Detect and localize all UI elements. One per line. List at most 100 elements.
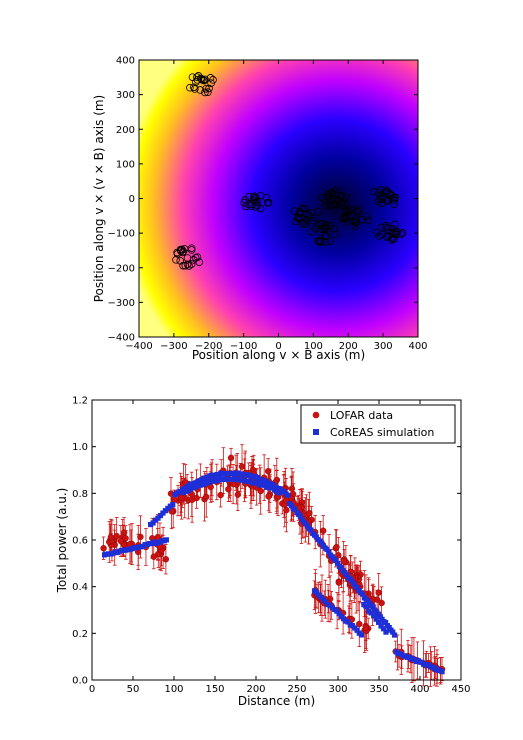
legend: LOFAR data CoREAS simulation <box>300 404 456 444</box>
coreas-point <box>377 614 383 620</box>
coreas-point <box>354 585 360 591</box>
antenna-marker <box>393 228 402 236</box>
antenna-marker <box>245 192 253 201</box>
antenna-marker <box>332 201 340 209</box>
heatmap-x-axis-label: Position along v × B axis (m) <box>192 348 365 362</box>
coreas-point <box>359 591 366 597</box>
scatter-y-tick-label: 0.0 <box>72 676 88 687</box>
heatmap-y-tick-label: −200 <box>108 263 135 274</box>
antenna-marker <box>374 197 383 206</box>
lofar-point <box>203 493 210 501</box>
heatmap-y-tick-label: −400 <box>108 333 135 344</box>
heatmap-x-tick-label: 400 <box>408 341 427 352</box>
heatmap-x-tick-label: −100 <box>230 341 257 352</box>
coreas-point <box>297 513 303 519</box>
antenna-marker <box>388 194 396 203</box>
antenna-marker <box>193 73 201 81</box>
scatter-y-tick-label: 1.0 <box>72 442 88 453</box>
antenna-marker <box>191 253 200 262</box>
antenna-marker <box>326 237 334 245</box>
antenna-marker <box>187 260 196 268</box>
heatmap-x-tick-label: −400 <box>125 341 152 352</box>
antenna-marker <box>364 216 373 224</box>
antenna-station <box>369 186 400 208</box>
heatmap-y-tick-label: 200 <box>116 125 135 136</box>
antenna-marker <box>295 214 303 223</box>
scatter-x-tick-label: 50 <box>127 684 140 695</box>
lofar-point <box>288 485 296 492</box>
coreas-point <box>343 572 350 578</box>
antenna-marker <box>190 83 198 92</box>
heatmap-y-tick-label: 100 <box>116 159 135 170</box>
scatter-y-tick-label: 1.2 <box>72 396 88 407</box>
coreas-point <box>336 611 342 617</box>
coreas-point <box>335 560 341 566</box>
coreas-simulation-points <box>101 470 445 675</box>
coreas-point <box>285 492 291 498</box>
antenna-marker <box>244 200 253 208</box>
legend-label-coreas: CoREAS simulation <box>330 426 434 439</box>
antenna-marker <box>345 205 353 214</box>
coreas-point <box>323 599 329 605</box>
lofar-point <box>234 491 242 498</box>
antenna-marker <box>256 204 265 213</box>
antenna-marker <box>391 220 399 229</box>
coreas-point <box>308 527 314 533</box>
antenna-stations <box>172 72 407 270</box>
lofar-point <box>188 496 196 504</box>
coreas-point <box>150 520 156 526</box>
lofar-point <box>378 599 385 607</box>
heatmap-x-tick-label: 300 <box>374 341 393 352</box>
antenna-marker <box>240 198 248 207</box>
coreas-point <box>439 669 445 675</box>
coreas-point <box>292 506 298 513</box>
antenna-marker <box>382 222 391 230</box>
scatter-x-tick-label: 200 <box>246 684 265 695</box>
lofar-point <box>170 496 178 503</box>
coreas-point <box>313 534 319 540</box>
scatter-x-tick-label: 250 <box>287 684 306 695</box>
lofar-point <box>340 558 347 565</box>
antenna-marker <box>378 192 387 201</box>
antenna-marker <box>378 230 386 239</box>
antenna-station <box>172 244 204 270</box>
lofar-point <box>362 624 370 631</box>
antenna-marker <box>341 212 350 221</box>
heatmap-x-tick-label: −200 <box>195 341 222 352</box>
antenna-marker <box>252 203 260 211</box>
lofar-point <box>306 509 313 517</box>
lofar-point <box>373 596 381 603</box>
lofar-point <box>227 454 235 462</box>
coreas-point <box>391 632 398 638</box>
antenna-marker <box>290 207 299 215</box>
scatter-y-tick-label: 0.4 <box>72 582 88 593</box>
heatmap-area <box>139 60 418 337</box>
antenna-station <box>186 72 217 97</box>
antenna-station <box>373 220 407 244</box>
lofar-point <box>265 493 272 500</box>
scatter-x-tick-label: 150 <box>205 684 224 695</box>
heatmap-y-tick-label: −300 <box>108 298 135 309</box>
scatter-x-tick-label: 0 <box>89 684 95 695</box>
antenna-marker <box>172 256 180 264</box>
legend-box <box>300 404 456 444</box>
lofar-point <box>100 545 107 552</box>
antenna-marker <box>202 84 210 93</box>
antenna-marker <box>318 225 326 233</box>
antenna-marker <box>187 244 196 252</box>
antenna-marker <box>387 191 396 200</box>
antenna-marker <box>201 75 209 84</box>
antenna-marker <box>382 186 390 195</box>
scatter-y-tick-label: 0.6 <box>72 536 88 547</box>
lofar-point <box>137 533 144 541</box>
antenna-marker <box>190 85 199 93</box>
scatter-panel: 0 50 100 150 200 250 300 350 400 450 0.0 0.2 0.4 0.6… <box>55 396 471 709</box>
antenna-marker <box>186 83 194 92</box>
antenna-marker <box>198 75 206 84</box>
antenna-marker <box>318 220 326 228</box>
coreas-point <box>371 613 377 619</box>
coreas-point <box>276 490 282 496</box>
antenna-marker <box>314 237 322 245</box>
lofar-point <box>162 556 170 563</box>
